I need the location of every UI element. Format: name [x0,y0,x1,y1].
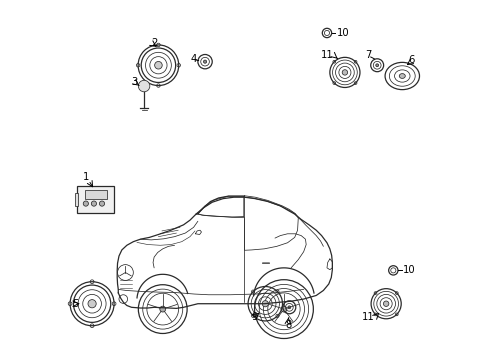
Circle shape [160,306,165,312]
Text: 5: 5 [72,299,78,309]
Circle shape [99,201,104,206]
Text: 10: 10 [336,28,348,38]
Circle shape [138,80,149,92]
FancyBboxPatch shape [84,190,106,199]
Circle shape [375,64,378,67]
Text: 6: 6 [407,55,414,65]
Circle shape [83,201,88,206]
Circle shape [88,300,96,308]
Text: 8: 8 [285,320,291,330]
Text: 11: 11 [320,50,333,60]
Circle shape [281,306,286,312]
Circle shape [342,70,347,75]
Circle shape [287,306,290,309]
FancyBboxPatch shape [74,193,78,206]
Circle shape [203,60,206,63]
Text: 10: 10 [402,265,415,275]
Circle shape [262,301,268,307]
Text: 7: 7 [364,50,371,60]
Text: 3: 3 [131,77,137,87]
Ellipse shape [399,73,405,78]
FancyBboxPatch shape [77,186,114,213]
Circle shape [383,301,388,306]
Text: 2: 2 [151,38,157,48]
Text: 4: 4 [190,54,196,64]
Circle shape [91,201,96,206]
Circle shape [154,62,162,69]
Text: 1: 1 [82,172,89,182]
Text: 9: 9 [250,312,257,322]
Text: 11: 11 [361,312,373,322]
